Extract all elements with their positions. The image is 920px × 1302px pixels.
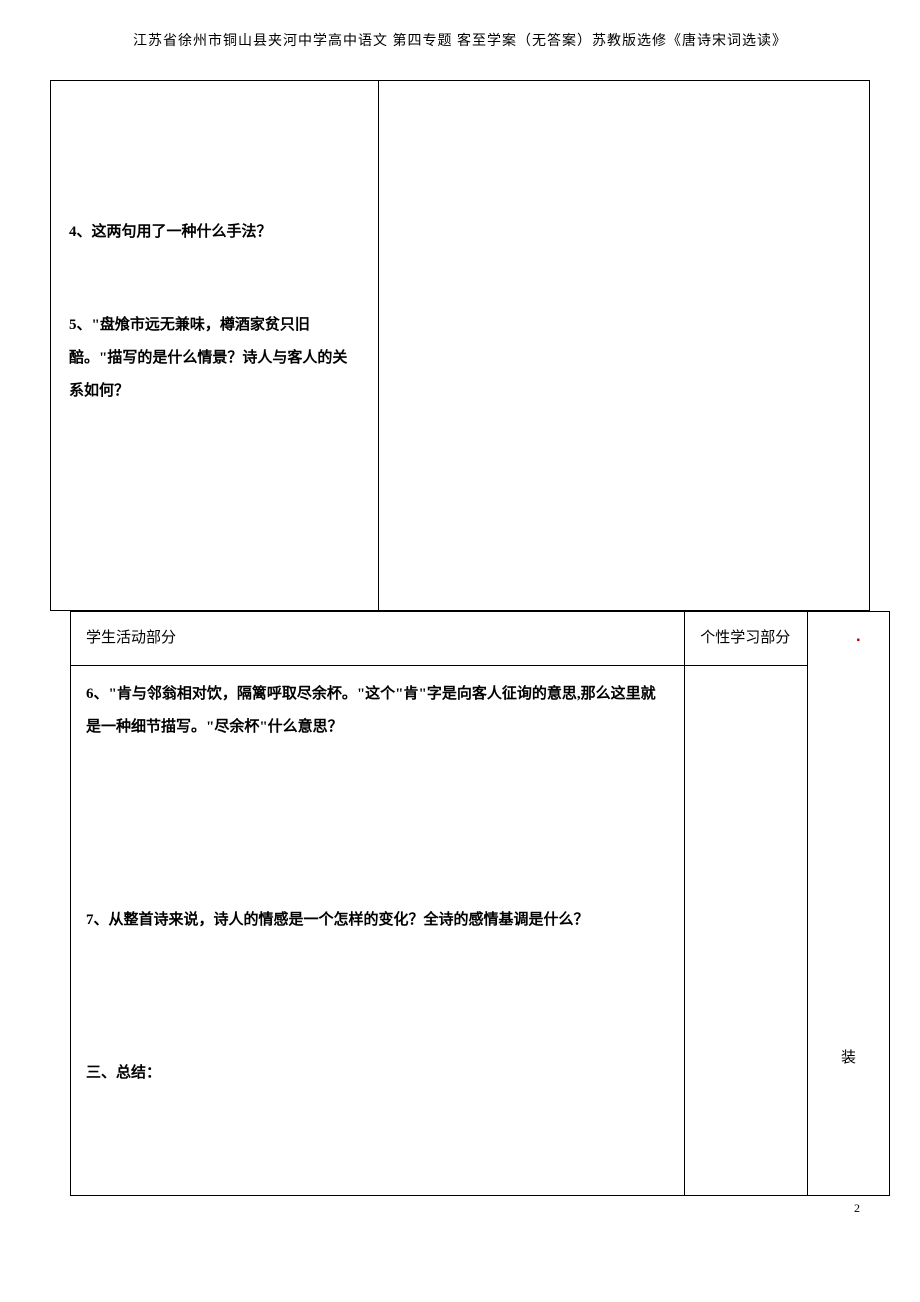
page-header-title: 江苏省徐州市铜山县夹河中学高中语文 第四专题 客至学案（无答案）苏教版选修《唐诗… [50, 30, 870, 50]
side-column-cell: ▪ 装 [808, 612, 890, 1196]
student-activity-header: 学生活动部分 [71, 612, 685, 666]
questions-content-cell: 6、"肯与邻翁相对饮，隔篱呼取尽余杯。"这个"肯"字是向客人征询的意思,那么这里… [71, 666, 685, 1196]
top-questions-table: 4、这两句用了一种什么手法？ 5、"盘飧市远无兼味，樽酒家贫只旧醅。"描写的是什… [50, 80, 870, 611]
question-4-text: 4、这两句用了一种什么手法？ [69, 216, 360, 249]
question-7-text: 7、从整首诗来说，诗人的情感是一个怎样的变化？全诗的感情基调是什么？ [86, 904, 669, 937]
personal-study-content-cell [685, 666, 808, 1196]
question-5-text: 5、"盘飧市远无兼味，樽酒家贫只旧醅。"描写的是什么情景？诗人与客人的关系如何？ [69, 309, 360, 408]
side-zhuang-text: 装 [823, 1042, 874, 1075]
bottom-questions-table: 学生活动部分 个性学习部分 ▪ 装 6、"肯与邻翁相对饮，隔篱呼取尽余杯。"这个… [70, 611, 890, 1196]
red-mark-icon: ▪ [856, 630, 860, 652]
top-right-empty-cell [378, 81, 869, 611]
table-header-row: 学生活动部分 个性学习部分 ▪ 装 [71, 612, 890, 666]
section-3-summary: 三、总结： [86, 1057, 669, 1090]
top-left-questions-cell: 4、这两句用了一种什么手法？ 5、"盘飧市远无兼味，樽酒家贫只旧醅。"描写的是什… [51, 81, 379, 611]
page-number: 2 [854, 1201, 860, 1216]
question-6-text: 6、"肯与邻翁相对饮，隔篱呼取尽余杯。"这个"肯"字是向客人征询的意思,那么这里… [86, 678, 669, 744]
personal-study-header: 个性学习部分 [685, 612, 808, 666]
